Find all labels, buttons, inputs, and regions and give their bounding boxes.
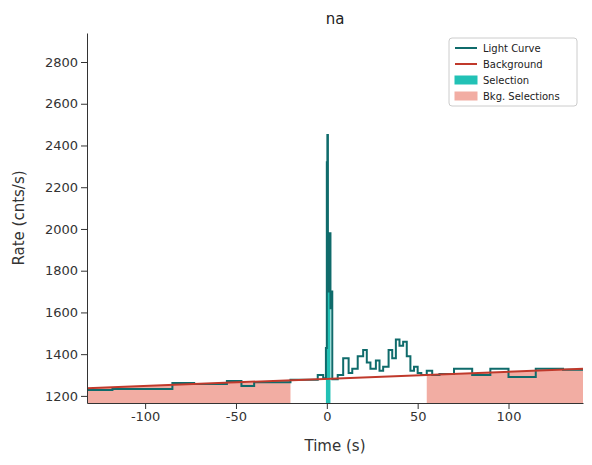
y-axis-title: Rate (cnts/s) [10, 170, 28, 265]
y-tick-mark [81, 145, 87, 146]
x-tick-label: 0 [323, 409, 331, 424]
y-tick-label: 2800 [45, 55, 78, 70]
y-tick: 2800 [45, 55, 87, 70]
y-tick: 1400 [45, 347, 87, 362]
y-tick-mark [81, 62, 87, 63]
x-tick-mark [509, 403, 510, 409]
x-tick: 50 [410, 403, 427, 424]
y-tick-mark [81, 354, 87, 355]
legend-swatch [455, 92, 477, 100]
x-tick: 100 [497, 403, 522, 424]
y-tick-mark [81, 396, 87, 397]
x-tick-mark [418, 403, 419, 409]
x-tick-label: 100 [497, 409, 522, 424]
y-tick-label: 1600 [45, 305, 78, 320]
chart: -100 -50 0 50 100 1200 1400 1600 1800 2000 2200 240… [0, 0, 592, 465]
y-tick: 1600 [45, 305, 87, 320]
y-tick-mark [81, 229, 87, 230]
x-tick-mark [145, 403, 146, 409]
legend-label: Selection [483, 75, 529, 86]
legend-label: Background [483, 59, 543, 70]
legend-frame [449, 38, 577, 106]
y-tick-label: 1800 [45, 263, 78, 278]
line [87, 135, 583, 390]
y-tick-label: 2600 [45, 96, 78, 111]
title: na [326, 10, 345, 28]
x-tick-mark [327, 403, 328, 409]
legend-label: Light Curve [483, 43, 541, 54]
y-tick-mark [81, 104, 87, 105]
x-tick: -50 [226, 403, 247, 424]
y-axis: 1200 1400 1600 1800 2000 2200 2400 2600 2800 [45, 34, 88, 404]
x-tick-label: 50 [410, 409, 427, 424]
y-tick-label: 2000 [45, 222, 78, 237]
y-tick-label: 1200 [45, 389, 78, 404]
x-axis: -100 -50 0 50 100 [88, 403, 584, 424]
line [87, 369, 583, 388]
x-tick: -100 [131, 403, 161, 424]
y-tick-mark [81, 271, 87, 272]
y-tick: 2600 [45, 96, 87, 111]
y-axis-line [87, 34, 88, 404]
legend: Light Curve Background Selection Bkg. Selec… [449, 38, 577, 106]
y-tick-mark [81, 312, 87, 313]
x-axis-title: Time (s) [304, 437, 366, 455]
x-tick-label: -50 [226, 409, 247, 424]
y-tick-label: 2400 [45, 138, 78, 153]
x-tick-mark [236, 403, 237, 409]
legend-swatch [455, 47, 477, 49]
y-tick: 1200 [45, 389, 87, 404]
legend-label: Bkg. Selections [483, 91, 560, 102]
y-tick: 2400 [45, 138, 87, 153]
y-tick: 2000 [45, 222, 87, 237]
y-tick: 2200 [45, 180, 87, 195]
y-tick-label: 2200 [45, 180, 78, 195]
legend-swatch [455, 76, 477, 84]
plot-area [87, 135, 583, 403]
x-tick: 0 [323, 403, 331, 424]
y-tick: 1800 [45, 263, 87, 278]
y-tick-label: 1400 [45, 347, 78, 362]
x-tick-label: -100 [131, 409, 161, 424]
y-tick-mark [81, 187, 87, 188]
legend-swatch [455, 63, 477, 65]
